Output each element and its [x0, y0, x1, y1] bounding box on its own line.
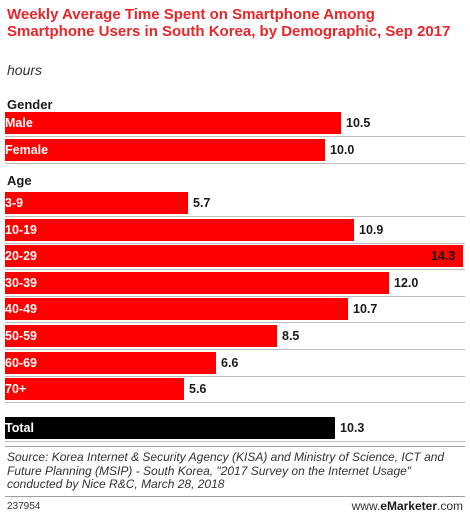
row-divider [5, 402, 465, 404]
row-divider [5, 162, 465, 164]
bar-label-50-59: 50-59 [5, 329, 37, 343]
row-divider [5, 349, 465, 350]
chart-title: Weekly Average Time Spent on Smartphone … [7, 6, 451, 40]
footer-rule [5, 496, 465, 497]
bar-10-19 [5, 218, 354, 241]
group-label-age: Age [7, 173, 32, 188]
row-divider [5, 242, 465, 244]
bar-label-total: Total [5, 421, 34, 435]
bar-female [5, 138, 325, 161]
bar-label-30-39: 30-39 [5, 275, 37, 290]
row-divider [5, 216, 465, 217]
row-divider [5, 136, 465, 137]
brand-url-prefix: www. [351, 499, 381, 513]
bar-label-3-9: 3-9 [5, 196, 24, 210]
bar-60-69 [5, 351, 216, 374]
chart-id: 237954 [7, 501, 41, 512]
chart-subtitle: hours [7, 62, 43, 78]
brand-url-suffix: .com [436, 499, 463, 513]
bar-value-30-39: 12.0 [394, 275, 419, 290]
row-divider [5, 375, 465, 377]
bar-label-70+: 70+ [5, 382, 27, 397]
bar-value-total: 10.3 [340, 421, 365, 435]
row-divider [5, 322, 465, 324]
bar-value-10-19: 10.9 [359, 222, 384, 237]
bar-70+ [5, 378, 184, 401]
source-note: Source: Korea Internet & Security Agency… [7, 450, 445, 491]
bar-value-60-69: 6.6 [221, 355, 239, 370]
bar-value-20-29: 14.3 [431, 249, 456, 264]
bar-male [5, 112, 341, 134]
bar-value-female: 10.0 [330, 142, 355, 157]
brand-url[interactable]: www.eMarketer.com [352, 499, 463, 513]
bar-label-female: Female [5, 142, 49, 157]
bar-20-29 [5, 245, 463, 268]
bar-label-20-29: 20-29 [5, 249, 37, 264]
bar-label-60-69: 60-69 [5, 355, 37, 370]
row-divider [5, 269, 465, 271]
bar-3-9 [5, 192, 188, 214]
bar-value-3-9: 5.7 [193, 196, 211, 210]
bar-40-49 [5, 298, 348, 321]
bar-label-40-49: 40-49 [5, 302, 37, 317]
bar-total [5, 417, 335, 439]
bar-label-10-19: 10-19 [5, 222, 37, 237]
bar-value-male: 10.5 [346, 116, 371, 130]
bar-label-male: Male [5, 116, 33, 130]
bar-50-59 [5, 325, 277, 347]
bar-value-40-49: 10.7 [353, 302, 378, 317]
bar-30-39 [5, 271, 389, 294]
row-divider [5, 295, 465, 297]
group-label-gender: Gender [7, 97, 53, 112]
row-divider [5, 441, 465, 442]
bar-value-70+: 5.6 [189, 382, 207, 397]
bar-value-50-59: 8.5 [282, 329, 300, 343]
chart-bottom-rule [5, 446, 465, 447]
brand-name: eMarketer [380, 499, 437, 513]
